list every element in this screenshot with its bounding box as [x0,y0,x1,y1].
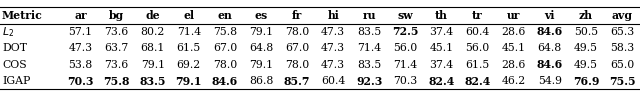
Text: 63.7: 63.7 [104,43,129,53]
Text: 65.0: 65.0 [610,60,634,70]
Text: 56.0: 56.0 [393,43,417,53]
Text: 54.9: 54.9 [538,76,562,86]
Text: 82.4: 82.4 [465,76,491,87]
Text: 47.3: 47.3 [321,43,345,53]
Text: 61.5: 61.5 [465,60,490,70]
Text: 45.1: 45.1 [502,43,525,53]
Text: 70.3: 70.3 [67,76,94,87]
Text: 84.6: 84.6 [536,59,563,70]
Text: 75.5: 75.5 [609,76,636,87]
Text: Metric: Metric [2,10,43,21]
Text: en: en [218,10,232,21]
Text: 49.5: 49.5 [574,60,598,70]
Text: zh: zh [579,10,593,21]
Text: 72.5: 72.5 [392,27,419,37]
Text: th: th [435,10,448,21]
Text: 53.8: 53.8 [68,60,93,70]
Text: 83.5: 83.5 [357,27,381,37]
Text: 79.1: 79.1 [249,27,273,37]
Text: 79.1: 79.1 [175,76,202,87]
Text: 64.8: 64.8 [249,43,273,53]
Text: 67.0: 67.0 [212,43,237,53]
Text: 80.2: 80.2 [141,27,165,37]
Text: 65.3: 65.3 [610,27,634,37]
Text: vi: vi [545,10,555,21]
Text: ar: ar [74,10,87,21]
Text: 75.8: 75.8 [104,76,130,87]
Text: 61.5: 61.5 [177,43,201,53]
Text: 73.6: 73.6 [104,60,129,70]
Text: 50.5: 50.5 [574,27,598,37]
Text: 37.4: 37.4 [429,60,454,70]
Text: 70.3: 70.3 [393,76,417,86]
Text: fr: fr [292,10,302,21]
Text: 71.4: 71.4 [357,43,381,53]
Text: 47.3: 47.3 [321,27,345,37]
Text: bg: bg [109,10,124,21]
Text: 58.3: 58.3 [610,43,634,53]
Text: 92.3: 92.3 [356,76,383,87]
Text: 68.1: 68.1 [141,43,165,53]
Text: el: el [183,10,195,21]
Text: hi: hi [327,10,339,21]
Text: IGAP: IGAP [2,76,30,86]
Text: 37.4: 37.4 [429,27,454,37]
Text: 82.4: 82.4 [428,76,454,87]
Text: ru: ru [362,10,376,21]
Text: 84.6: 84.6 [212,76,238,87]
Text: 56.0: 56.0 [465,43,490,53]
Text: COS: COS [2,60,26,70]
Text: 75.8: 75.8 [213,27,237,37]
Text: 78.0: 78.0 [285,27,309,37]
Text: avg: avg [611,10,632,21]
Text: DOT: DOT [2,43,27,53]
Text: ur: ur [507,10,520,21]
Text: 46.2: 46.2 [502,76,526,86]
Text: sw: sw [397,10,413,21]
Text: 60.4: 60.4 [321,76,346,86]
Text: 28.6: 28.6 [502,27,526,37]
Text: 79.1: 79.1 [249,60,273,70]
Text: 28.6: 28.6 [502,60,526,70]
Text: 78.0: 78.0 [285,60,309,70]
Text: 71.4: 71.4 [177,27,201,37]
Text: tr: tr [472,10,483,21]
Text: 83.5: 83.5 [140,76,166,87]
Text: 71.4: 71.4 [394,60,417,70]
Text: 60.4: 60.4 [465,27,490,37]
Text: 49.5: 49.5 [574,43,598,53]
Text: 47.3: 47.3 [68,43,93,53]
Text: es: es [254,10,268,21]
Text: $L_2$: $L_2$ [2,25,14,39]
Text: 78.0: 78.0 [212,60,237,70]
Text: 67.0: 67.0 [285,43,309,53]
Text: 83.5: 83.5 [357,60,381,70]
Text: 47.3: 47.3 [321,60,345,70]
Text: 64.8: 64.8 [538,43,562,53]
Text: de: de [145,10,160,21]
Text: 84.6: 84.6 [536,27,563,37]
Text: 45.1: 45.1 [429,43,454,53]
Text: 86.8: 86.8 [249,76,273,86]
Text: 79.1: 79.1 [141,60,164,70]
Text: 85.7: 85.7 [284,76,310,87]
Text: 73.6: 73.6 [104,27,129,37]
Text: 69.2: 69.2 [177,60,201,70]
Text: 57.1: 57.1 [68,27,93,37]
Text: 76.9: 76.9 [573,76,599,87]
